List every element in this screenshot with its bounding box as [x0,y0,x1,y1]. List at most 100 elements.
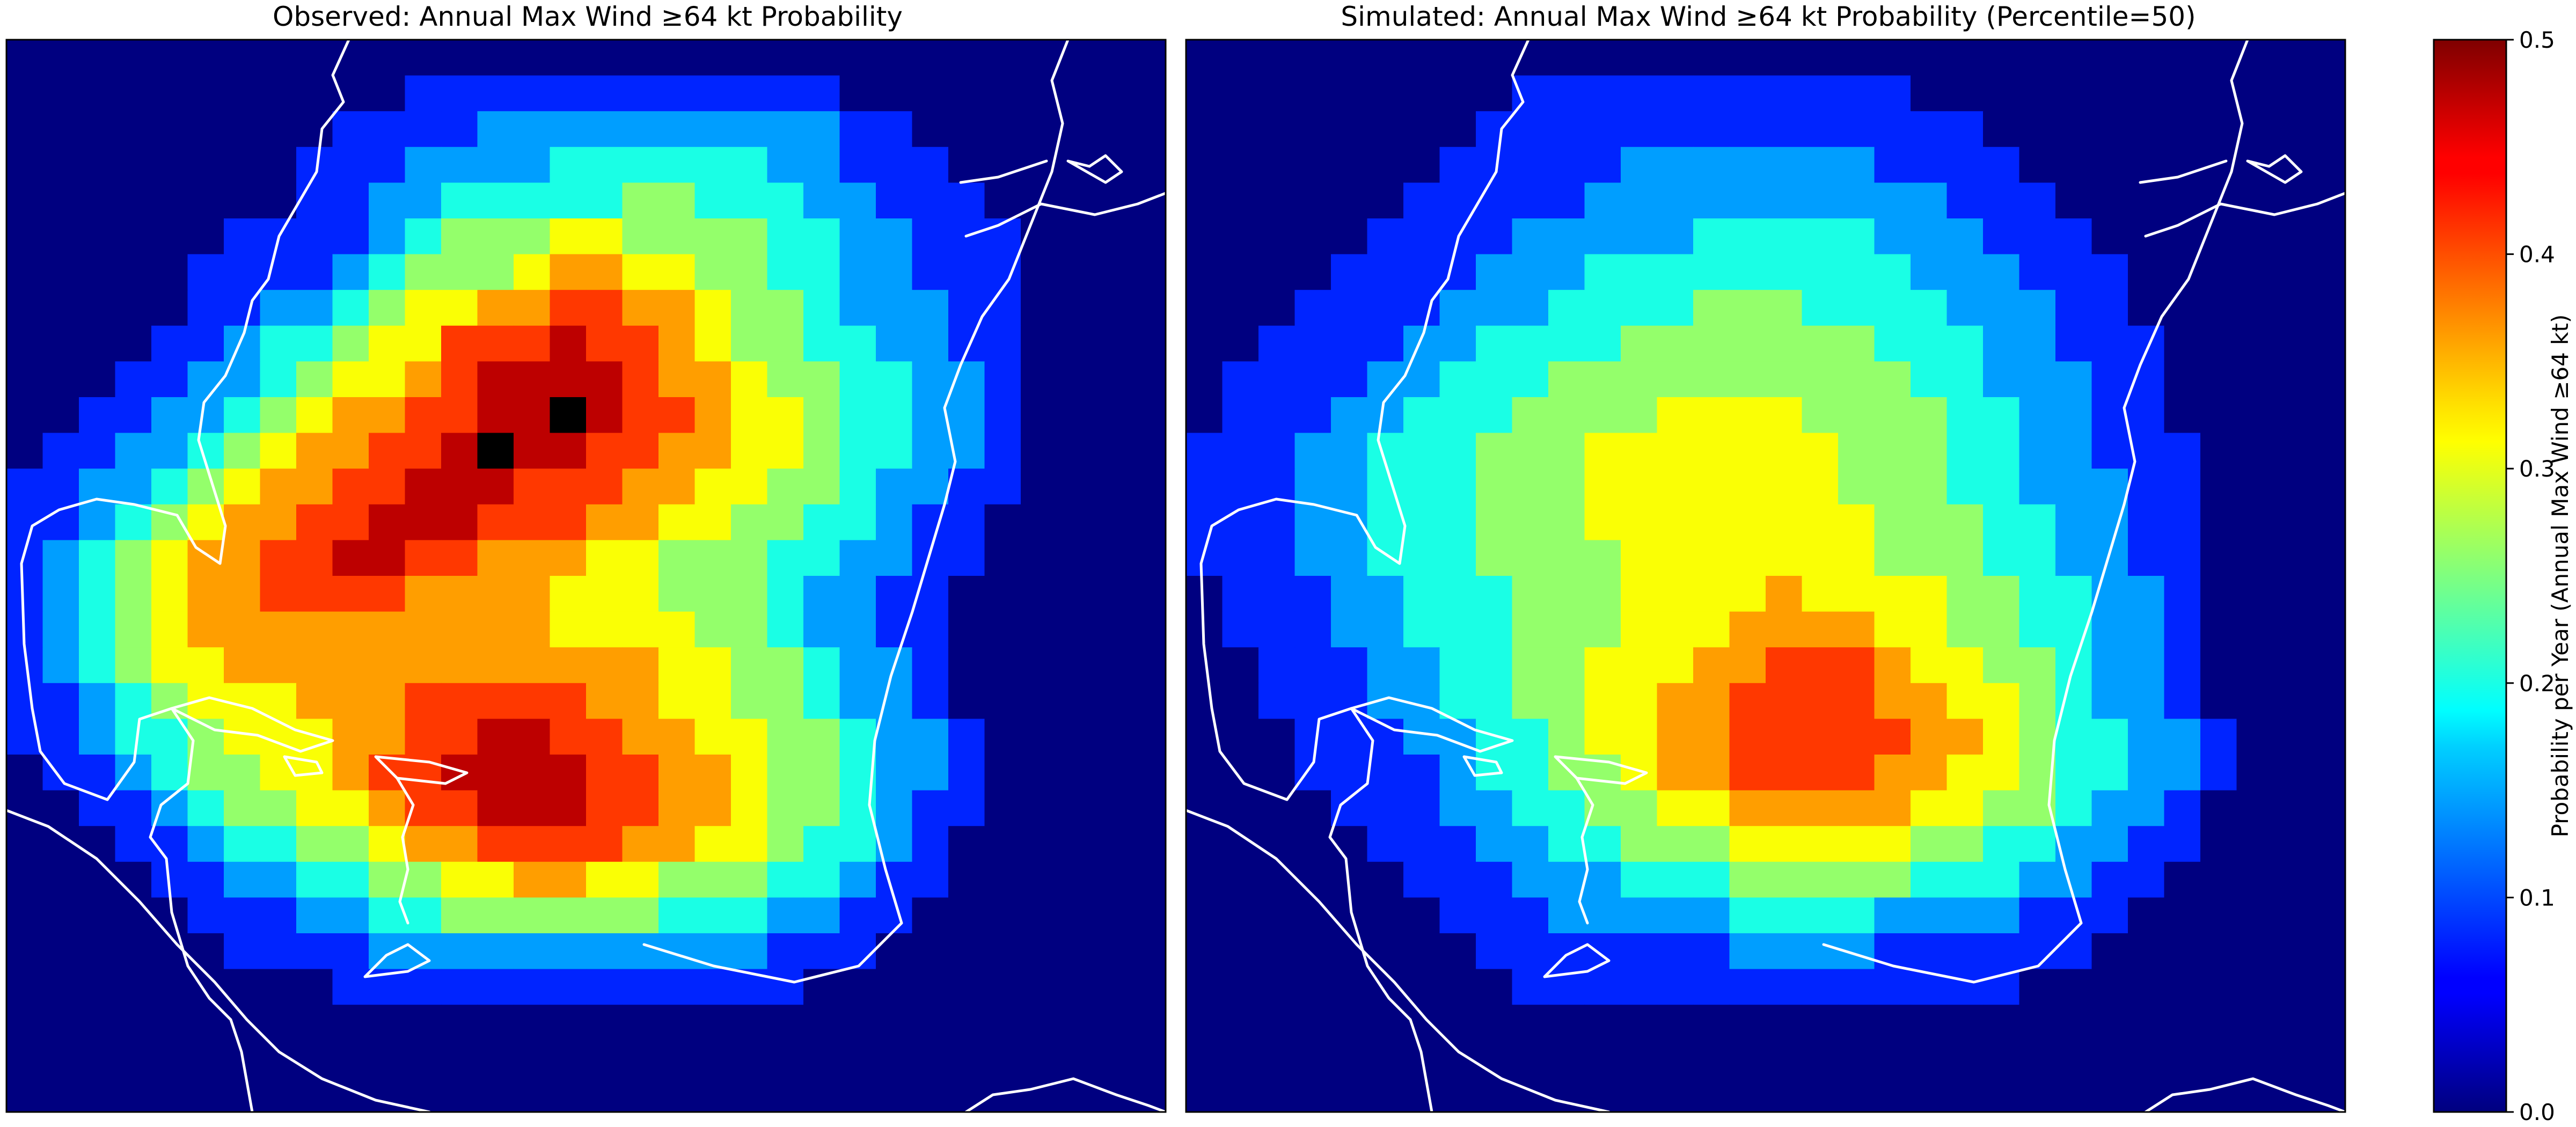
heatmap-cell [1129,111,1166,148]
heatmap-cell [151,1040,188,1077]
heatmap-cell [1331,147,1368,183]
heatmap-cell [260,790,297,826]
heatmap-cell [332,111,369,148]
heatmap-cell [658,325,696,362]
heatmap-cell [79,1076,116,1113]
heatmap-cell [2309,75,2346,112]
heatmap-cell [984,290,1021,326]
heatmap-cell [1946,147,1984,183]
heatmap-cell [187,1005,224,1041]
heatmap-cell [1983,611,2020,648]
heatmap-cell [1946,576,1984,612]
heatmap-cell [1403,826,1440,862]
heatmap-cell [2091,1005,2128,1041]
heatmap-cell [1367,755,1404,791]
heatmap-cell [1057,504,1094,540]
heatmap-cell [1874,218,1911,255]
heatmap-cell [1983,755,2020,791]
heatmap-cell [1657,1040,1694,1077]
heatmap-cell [2273,361,2310,398]
heatmap-cell [1548,861,1585,898]
heatmap-cell [296,897,333,934]
heatmap-cell [1476,325,1513,362]
heatmap-cell [1186,397,1223,434]
heatmap-cell [1621,290,1658,326]
heatmap-cell [1294,540,1331,576]
heatmap-cell [622,218,659,255]
heatmap-cell [369,147,406,183]
heatmap-cell [441,540,478,576]
heatmap-cell [1657,861,1694,898]
heatmap-cell [1946,469,1984,505]
heatmap-cell [1946,433,1984,469]
heatmap-cell [1186,1076,1223,1113]
heatmap-cell [477,361,514,398]
heatmap-cell [1512,933,1549,970]
heatmap-cell [1222,683,1259,719]
heatmap-cell [1294,75,1331,112]
heatmap-cell [1911,469,1948,505]
heatmap-cell [731,254,768,290]
heatmap-cell [115,218,152,255]
heatmap-cell [1946,826,1984,862]
heatmap-cell [405,969,442,1005]
heatmap-cell [332,504,369,540]
heatmap-cell [2236,218,2273,255]
heatmap-cell [1439,611,1476,648]
heatmap-cell [1222,897,1259,934]
heatmap-cell [2309,254,2346,290]
heatmap-cell [2091,611,2128,648]
heatmap-cell [2091,361,2128,398]
heatmap-cell [1548,469,1585,505]
heatmap-cell [2128,1076,2165,1113]
heatmap-cell [550,75,587,112]
heatmap-cell [6,683,43,719]
heatmap-cell [912,611,949,648]
heatmap-cell [2128,897,2165,934]
heatmap-cell [441,254,478,290]
heatmap-cell [1729,576,1766,612]
heatmap-cell [332,969,369,1005]
heatmap-cell [1294,1076,1331,1113]
heatmap-cell [1294,254,1331,290]
heatmap-cell [1802,861,1839,898]
heatmap-cell [1621,861,1658,898]
left-coastlines [6,40,1166,1112]
heatmap-cell [1367,1076,1404,1113]
heatmap-cell [42,719,79,755]
heatmap-cell [514,75,551,112]
heatmap-cell [115,861,152,898]
heatmap-cell [2309,1076,2346,1113]
heatmap-cell [405,75,442,112]
heatmap-cell [1512,469,1549,505]
heatmap-cell [2164,504,2201,540]
heatmap-cell [477,218,514,255]
heatmap-cell [1911,826,1948,862]
heatmap-cell [839,40,876,76]
heatmap-cell [694,504,731,540]
heatmap-cell [1093,790,1130,826]
heatmap-cell [1838,111,1875,148]
heatmap-cell [1439,469,1476,505]
heatmap-cell [79,969,116,1005]
heatmap-cell [477,111,514,148]
heatmap-cell [694,182,731,219]
heatmap-cell [405,182,442,219]
heatmap-cell [2091,433,2128,469]
heatmap-cell [1093,826,1130,862]
heatmap-cell [658,504,696,540]
heatmap-cell [1766,75,1803,112]
heatmap-cell [260,897,297,934]
heatmap-cell [6,147,43,183]
heatmap-cell [42,469,79,505]
heatmap-cell [514,433,551,469]
heatmap-cell [948,969,985,1005]
heatmap-cell [1129,397,1166,434]
heatmap-cell [803,755,840,791]
heatmap-cell [2128,790,2165,826]
heatmap-cell [622,1040,659,1077]
heatmap-cell [1129,719,1166,755]
heatmap-cell [767,861,804,898]
heatmap-cell [1021,397,1058,434]
